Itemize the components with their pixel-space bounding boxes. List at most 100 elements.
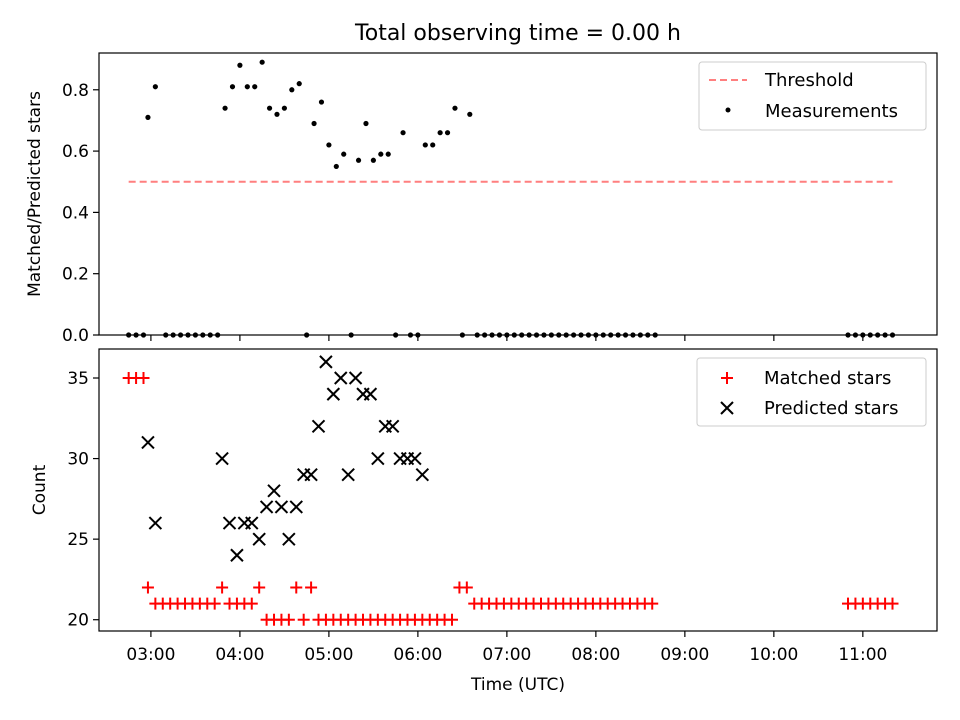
measurement-point [615, 332, 621, 338]
measurement-point [133, 332, 139, 338]
measurement-point [533, 332, 540, 338]
measurement-point [578, 332, 584, 338]
x-tick-label: 04:00 [215, 645, 264, 665]
measurement-point [571, 332, 577, 338]
measurement-point [645, 332, 651, 338]
measurement-point [600, 332, 606, 338]
matched-star-point [245, 597, 258, 610]
bottom-x-axis-label: Time (UTC) [470, 675, 565, 695]
predicted-star-point [252, 532, 266, 546]
predicted-star-point [385, 419, 400, 434]
measurement-point [875, 332, 881, 338]
measurement-point [207, 332, 213, 338]
x-tick-label: 09:00 [660, 645, 709, 665]
measurement-point [215, 332, 221, 338]
matched-star-point [445, 613, 458, 626]
measurement-point [237, 62, 243, 68]
measurement-point [852, 332, 859, 338]
predicted-star-point [267, 484, 281, 498]
predicted-star-point [230, 548, 244, 562]
predicted-star-point [304, 467, 318, 482]
top-y-axis-ticks: 0.0 0.2 0.4 0.6 0.8 [62, 81, 99, 346]
measurement-point [845, 332, 851, 338]
measurement-point [889, 332, 896, 338]
matched-star-point [141, 581, 154, 594]
y-tick-label: 20 [67, 611, 89, 631]
bottom-y-axis-ticks: 20 25 30 35 [67, 369, 99, 631]
predicted-star-point [348, 371, 363, 385]
legend-measurements-swatch [725, 107, 731, 113]
matched-star-point [137, 372, 150, 385]
measurement-point [192, 332, 199, 338]
measurement-point [482, 332, 488, 338]
measurement-point [452, 105, 458, 111]
measurement-point [385, 151, 391, 157]
measurement-point [370, 157, 376, 163]
measurement-point [407, 332, 414, 338]
top-panel: 0.00.20.40.60.8 Matched/Predicted stars … [25, 52, 938, 346]
top-plot-frame [98, 52, 938, 336]
predicted-star-point [408, 451, 422, 466]
matched-star-point [253, 581, 266, 594]
measurement-point [652, 332, 658, 338]
predicted-star-point [148, 516, 163, 530]
measurement-point [289, 87, 295, 93]
predicted-star-point [341, 467, 355, 482]
measurement-point [140, 332, 147, 338]
x-tick-label: 08:00 [571, 645, 620, 665]
measurement-point [318, 99, 325, 105]
measurement-point [326, 142, 332, 148]
legend-matched-label: Matched stars [764, 368, 891, 389]
x-tick-label: 05:00 [304, 645, 353, 665]
predicted-star-point [311, 419, 326, 434]
top-legend: Threshold Measurements [698, 61, 927, 131]
measurement-point [378, 151, 384, 157]
measurement-point [244, 84, 250, 90]
measurement-point [152, 84, 158, 90]
measurement-point [563, 332, 569, 338]
measurement-point [163, 332, 169, 338]
measurement-point [867, 332, 873, 338]
bottom-legend: Matched stars Predicted stars [696, 357, 927, 427]
top-x-axis-ticks [150, 335, 864, 341]
predicted-star-point [215, 451, 229, 466]
legend-matched-swatch [721, 372, 733, 384]
measurement-point [526, 332, 532, 338]
predicted-star-point [326, 387, 341, 401]
measurement-point [548, 332, 554, 338]
y-tick-label: 0.6 [62, 142, 89, 162]
top-plot-marks [126, 59, 896, 338]
matched-star-point [290, 581, 303, 594]
predicted-star-point [334, 371, 348, 385]
matched-star-point [297, 613, 310, 626]
bottom-plot-marks [122, 355, 899, 626]
matched-star-point [216, 581, 229, 594]
predicted-star-point [282, 532, 296, 546]
measurement-point [489, 332, 495, 338]
measurement-point [229, 84, 236, 90]
measurement-point [296, 81, 302, 87]
measurement-point [511, 332, 517, 338]
measurement-point [170, 332, 176, 338]
measurement-point [622, 332, 629, 338]
measurement-point [585, 332, 592, 338]
chart-title: Total observing time = 0.00 h [354, 21, 681, 46]
predicted-star-point [319, 355, 333, 369]
x-tick-label: 06:00 [393, 645, 442, 665]
top-y-axis-label: Matched/Predicted stars [25, 91, 45, 297]
measurement-point [355, 157, 362, 163]
bottom-legend-box [696, 357, 927, 427]
bottom-x-axis-ticks: 03:00 04:00 05:00 06:00 07:00 08:00 09:00 10:00… [126, 631, 887, 665]
measurement-point [430, 142, 436, 148]
matched-star-point [646, 597, 659, 610]
measurement-point [222, 105, 228, 111]
measurement-point [882, 332, 888, 338]
y-tick-label: 25 [67, 530, 89, 550]
measurement-point [630, 332, 636, 338]
measurement-point [467, 111, 473, 117]
measurement-point [541, 332, 547, 338]
measurement-point [252, 84, 258, 90]
measurement-point [637, 332, 643, 338]
